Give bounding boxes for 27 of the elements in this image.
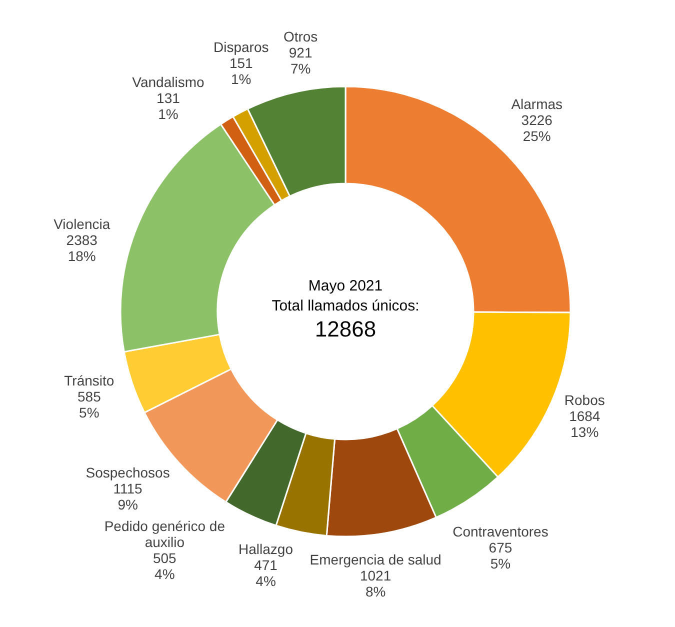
slice-label: Tránsito xyxy=(64,372,114,388)
data-label: 131 1% xyxy=(156,90,180,122)
data-label: 151 1% xyxy=(229,55,254,88)
slice-label: Contraventores xyxy=(452,523,548,540)
data-label: 505 4% xyxy=(152,550,177,582)
text: Total llamados únicos: xyxy=(272,298,420,314)
slice-label: Emergencia de salud xyxy=(310,551,442,568)
slice-label: Vandalismo xyxy=(132,74,204,90)
text: Mayo 2021 xyxy=(308,278,383,294)
slice-label: Sospechosos xyxy=(86,464,170,481)
slice-label: Violencia xyxy=(54,216,110,232)
data-label: 1021 8% xyxy=(360,567,392,600)
data-label: 3226 25% xyxy=(521,112,553,144)
slice-label: Robos xyxy=(564,392,605,408)
data-label: 1684 13% xyxy=(569,408,600,440)
data-label: 471 4% xyxy=(254,556,278,589)
slice-label: Hallazgo xyxy=(238,540,294,557)
slice-label: Pedido genérico de auxilio xyxy=(104,518,226,550)
slice-label: Alarmas xyxy=(511,96,563,112)
data-label: 585 5% xyxy=(77,388,102,420)
data-label: 921 7% xyxy=(288,44,312,77)
slice-label: Otros xyxy=(283,28,318,45)
text: 12868 xyxy=(314,316,376,342)
data-label: 2383 18% xyxy=(66,232,98,264)
data-label: 675 5% xyxy=(488,539,512,572)
slice-label: Disparos xyxy=(214,39,269,56)
data-label: 1115 9% xyxy=(113,480,143,513)
